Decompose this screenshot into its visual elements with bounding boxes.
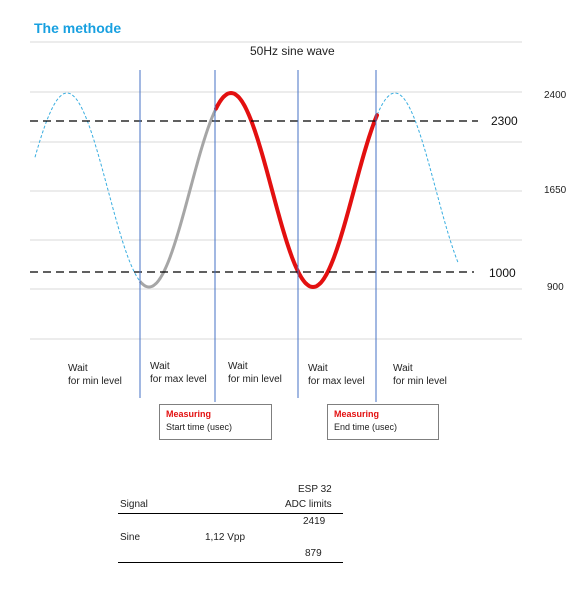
phase-label-line1: Wait (308, 363, 328, 374)
phase-label: Wait for max level (308, 362, 365, 388)
level-1000-label: 1000 (489, 266, 516, 280)
phase-label-line1: Wait (150, 361, 170, 372)
measuring-text: End time (usec) (334, 422, 398, 432)
chart-subtitle: 50Hz sine wave (250, 44, 335, 58)
gray-sine-segment (138, 107, 218, 289)
phase-label-line1: Wait (393, 363, 413, 374)
table-head-esp32: ESP 32 (298, 484, 332, 495)
measuring-start-box: Measuring Start time (usec) (159, 404, 272, 440)
table-divider (118, 562, 343, 563)
phase-label-line2: for min level (393, 376, 447, 387)
axis-tick-label: 2400 (544, 90, 567, 101)
table-min-value: 879 (305, 548, 322, 559)
phase-label-line1: Wait (68, 363, 88, 374)
dashed-sine-wave (34, 92, 459, 288)
phase-label: Wait for min level (393, 362, 447, 388)
table-head-adc-limits: ADC limits (285, 499, 332, 510)
table-head-signal: Signal (120, 499, 148, 510)
table-max-value: 2419 (303, 516, 326, 527)
axis-tick-label: 1650 (544, 185, 567, 196)
phase-label-line2: for min level (228, 374, 282, 385)
diagram-title: The methode (34, 20, 122, 36)
measuring-title: Measuring (166, 409, 212, 419)
measuring-title: Measuring (334, 409, 380, 419)
level-2300-label: 2300 (491, 114, 518, 128)
measuring-end-box: Measuring End time (usec) (327, 404, 439, 440)
table-divider (118, 513, 343, 514)
table-row-signal: Sine (120, 532, 141, 543)
phase-label: Wait for min level (228, 360, 282, 386)
phase-label: Wait for min level (68, 362, 122, 388)
phase-label-line1: Wait (228, 361, 248, 372)
measuring-text: Start time (usec) (166, 422, 233, 432)
phase-label-line2: for max level (150, 374, 207, 385)
axis-tick-label: 900 (547, 282, 564, 293)
phase-label-line2: for max level (308, 376, 365, 387)
phase-label: Wait for max level (150, 360, 207, 386)
phase-label-line2: for min level (68, 376, 122, 387)
table-row-vpp: 1,12 Vpp (205, 532, 246, 543)
measured-sine-segment (214, 90, 379, 290)
